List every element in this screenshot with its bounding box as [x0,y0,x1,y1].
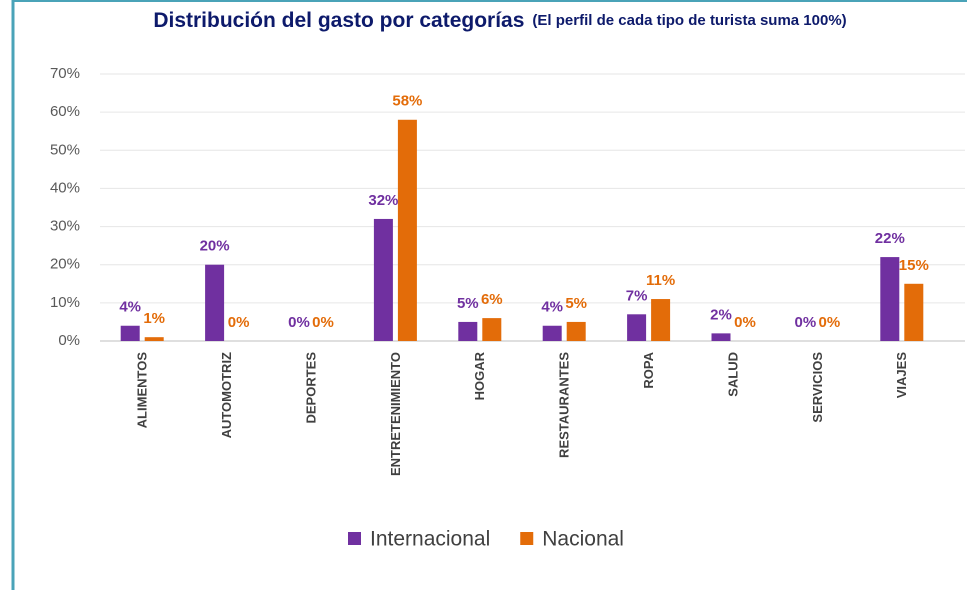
value-label: 32% [368,192,398,209]
title: Distribución del gasto por categorías [153,9,524,32]
x-tick-label: DEPORTES [303,352,318,424]
subtitle: (El perfil de cada tipo de turista suma … [532,12,846,29]
x-tick-label: AUTOMOTRIZ [219,352,234,438]
value-label: 15% [899,257,929,274]
value-label: 4% [119,299,141,316]
legend-label: Internacional [370,528,490,551]
y-tick-label: 50% [50,141,80,158]
value-label: 58% [392,93,422,110]
bar [880,257,900,341]
value-label: 0% [795,314,817,331]
value-label: 22% [875,230,905,247]
y-tick-label: 40% [50,179,80,196]
bar [144,337,164,341]
value-label: 5% [565,295,587,312]
bar [120,325,140,341]
value-label: 20% [200,238,230,255]
value-label: 1% [143,310,165,327]
y-tick-label: 0% [58,332,80,349]
value-label: 2% [710,306,732,323]
legend-label: Nacional [542,528,624,551]
bar [458,321,478,341]
value-label: 5% [457,295,479,312]
bar [904,283,924,341]
value-label: 0% [288,314,310,331]
bar [542,325,562,341]
y-tick-label: 20% [50,256,80,273]
x-tick-label: SERVICIOS [810,352,825,423]
bar [711,333,731,341]
bar [482,318,502,341]
y-tick-label: 70% [50,65,80,82]
x-tick-label: ALIMENTOS [135,352,150,429]
x-tick-label: RESTAURANTES [557,352,572,458]
bar [651,299,671,341]
bar [627,314,647,341]
value-label: 0% [734,314,756,331]
y-tick-label: 30% [50,218,80,235]
legend-swatch [348,532,361,545]
value-label: 7% [626,287,648,304]
value-label: 11% [646,272,675,289]
chart-title: Distribución del gasto por categorías (El… [153,9,846,32]
value-label: 6% [481,291,503,308]
y-tick-label: 10% [50,294,80,311]
value-label: 0% [312,314,334,331]
value-label: 4% [541,299,563,316]
x-tick-label: HOGAR [472,351,487,400]
legend-swatch [520,532,534,545]
bar [205,264,225,341]
x-tick-label: SALUD [725,352,740,397]
x-tick-label: ROPA [641,351,656,388]
y-tick-label: 60% [50,103,80,120]
value-label: 0% [228,314,250,331]
bar [566,321,586,341]
value-label: 0% [819,314,841,331]
x-tick-label: ENTRETENIMIENTO [388,352,403,476]
x-tick-label: VIAJES [894,352,909,399]
bar [397,119,417,342]
bar [373,218,393,341]
